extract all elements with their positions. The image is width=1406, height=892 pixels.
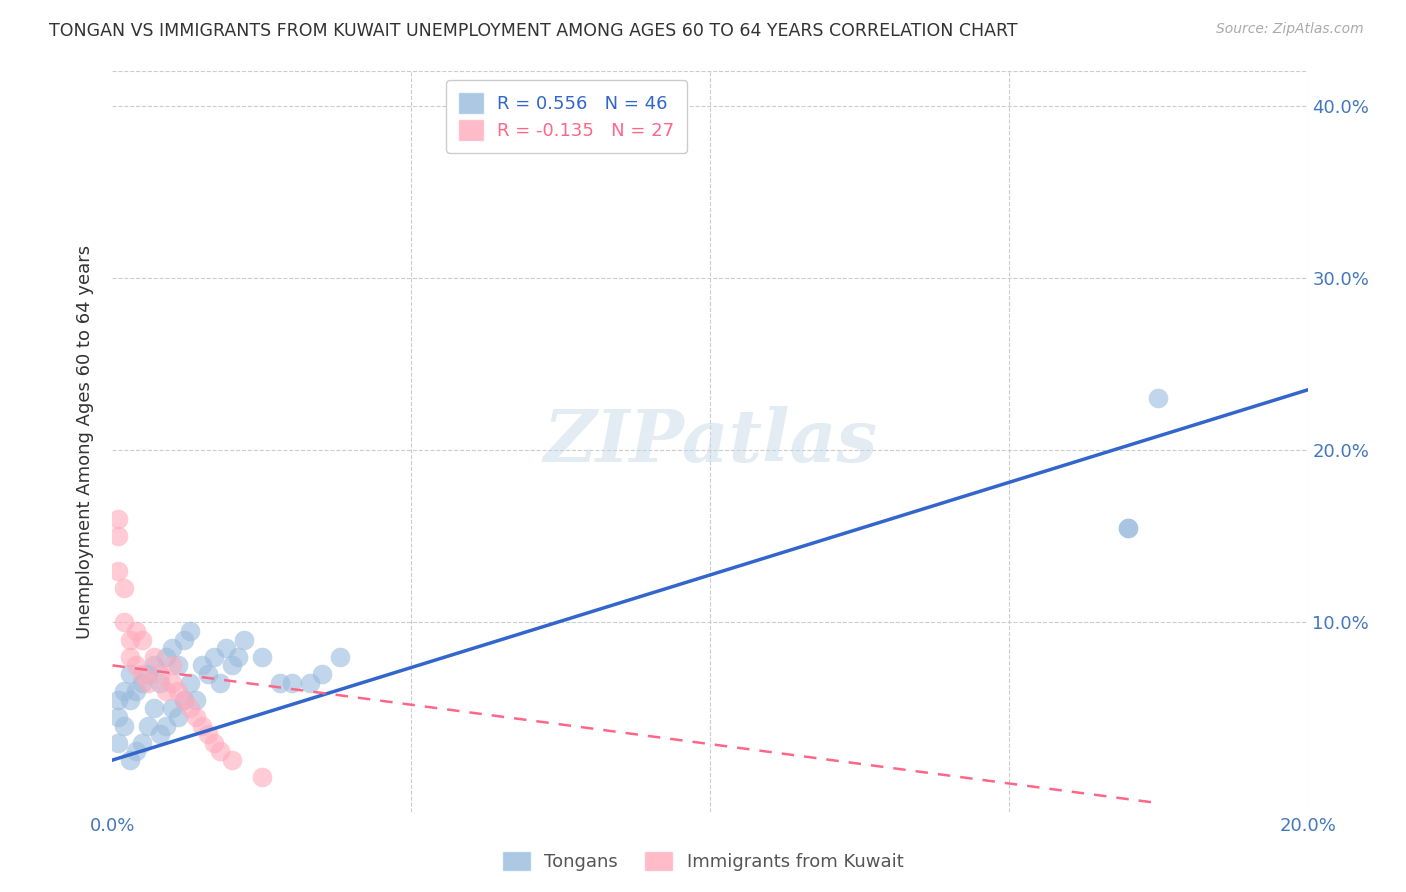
Point xyxy=(233,632,256,647)
Point xyxy=(149,675,172,690)
Legend: R = 0.556   N = 46, R = -0.135   N = 27: R = 0.556 N = 46, R = -0.135 N = 27 xyxy=(447,80,686,153)
Point xyxy=(107,736,129,750)
Point xyxy=(120,667,142,681)
Point xyxy=(250,770,273,784)
Point xyxy=(125,624,148,638)
Point xyxy=(1118,521,1140,535)
Point xyxy=(202,649,225,664)
Text: TONGAN VS IMMIGRANTS FROM KUWAIT UNEMPLOYMENT AMONG AGES 60 TO 64 YEARS CORRELAT: TONGAN VS IMMIGRANTS FROM KUWAIT UNEMPLO… xyxy=(49,22,1018,40)
Point xyxy=(155,649,177,664)
Point xyxy=(138,675,160,690)
Point xyxy=(226,649,249,664)
Point xyxy=(125,744,148,758)
Point xyxy=(149,727,172,741)
Point xyxy=(138,718,160,732)
Point xyxy=(221,658,243,673)
Point xyxy=(167,710,190,724)
Point xyxy=(269,675,291,690)
Text: ZIPatlas: ZIPatlas xyxy=(543,406,877,477)
Point xyxy=(329,649,352,664)
Point xyxy=(173,693,195,707)
Point xyxy=(186,693,208,707)
Point xyxy=(107,710,129,724)
Point xyxy=(107,693,129,707)
Point xyxy=(131,736,153,750)
Point xyxy=(179,701,201,715)
Point xyxy=(107,512,129,526)
Point xyxy=(125,684,148,698)
Point xyxy=(173,632,195,647)
Point xyxy=(162,701,183,715)
Point xyxy=(143,658,166,673)
Point xyxy=(221,753,243,767)
Y-axis label: Unemployment Among Ages 60 to 64 years: Unemployment Among Ages 60 to 64 years xyxy=(76,244,94,639)
Point xyxy=(143,701,166,715)
Point xyxy=(114,684,135,698)
Point xyxy=(186,710,208,724)
Point xyxy=(114,581,135,595)
Legend: Tongans, Immigrants from Kuwait: Tongans, Immigrants from Kuwait xyxy=(495,845,911,879)
Text: Source: ZipAtlas.com: Source: ZipAtlas.com xyxy=(1216,22,1364,37)
Point xyxy=(202,736,225,750)
Point xyxy=(125,658,148,673)
Point xyxy=(149,667,172,681)
Point xyxy=(120,632,142,647)
Point xyxy=(162,641,183,656)
Point xyxy=(209,675,232,690)
Point xyxy=(173,693,195,707)
Point xyxy=(114,718,135,732)
Point xyxy=(191,718,214,732)
Point xyxy=(311,667,333,681)
Point xyxy=(131,675,153,690)
Point xyxy=(114,615,135,630)
Point xyxy=(197,727,219,741)
Point xyxy=(191,658,214,673)
Point xyxy=(179,624,201,638)
Point xyxy=(197,667,219,681)
Point xyxy=(120,649,142,664)
Point xyxy=(298,675,321,690)
Point xyxy=(162,658,183,673)
Point xyxy=(250,649,273,664)
Point xyxy=(120,753,142,767)
Point xyxy=(107,564,129,578)
Point xyxy=(167,684,190,698)
Point xyxy=(162,675,183,690)
Point xyxy=(138,667,160,681)
Point xyxy=(1147,392,1170,406)
Point xyxy=(120,693,142,707)
Point xyxy=(155,684,177,698)
Point xyxy=(209,744,232,758)
Point xyxy=(131,667,153,681)
Point xyxy=(215,641,238,656)
Point xyxy=(1118,521,1140,535)
Point xyxy=(179,675,201,690)
Point xyxy=(155,718,177,732)
Point xyxy=(143,649,166,664)
Point xyxy=(131,632,153,647)
Point xyxy=(281,675,304,690)
Point xyxy=(167,658,190,673)
Point xyxy=(107,529,129,543)
